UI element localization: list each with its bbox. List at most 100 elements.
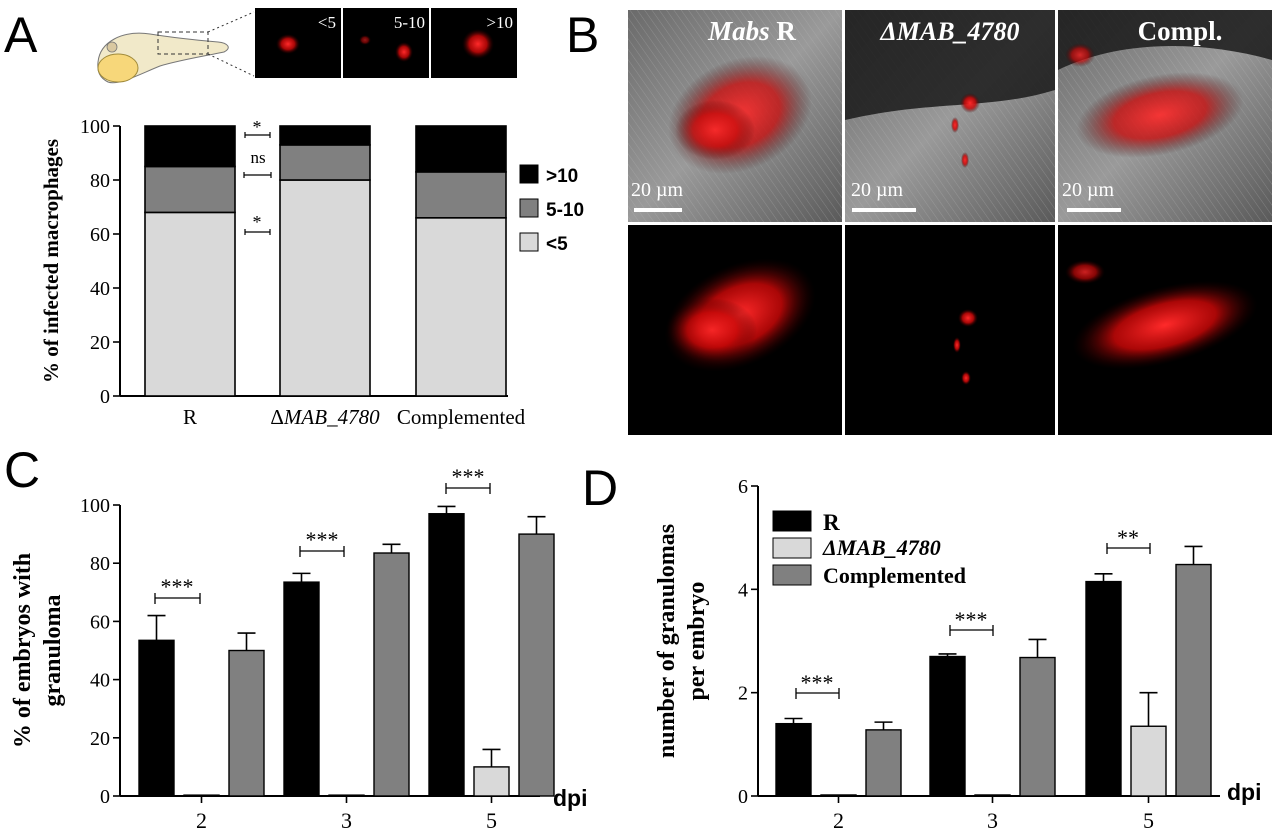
sig-a-1: * bbox=[253, 117, 262, 137]
scale-bar-label-1: 20 µm bbox=[631, 179, 684, 201]
zebrafish-embryo-illustration bbox=[97, 11, 255, 84]
chart-a-xtick-label-mab-4780: ΔMAB_4780 bbox=[270, 405, 380, 429]
chart-a-ytick-label-100: 100 bbox=[80, 116, 110, 138]
microscopy-bottom-row bbox=[628, 225, 1272, 435]
sig-d-1: *** bbox=[801, 670, 834, 695]
chart-d-bar-2-complemented bbox=[865, 729, 902, 797]
inset-label-gt10: >10 bbox=[486, 13, 513, 32]
chart-d-ytick-label-6: 6 bbox=[738, 476, 748, 498]
chart-d-bar-5-r bbox=[1085, 580, 1122, 797]
chart-a-bar-mab-4780-5 bbox=[279, 179, 371, 397]
scale-bar-label-2: 20 µm bbox=[851, 179, 904, 201]
chart-c-bar-3-mab-4780 bbox=[328, 794, 365, 797]
chart-d-bar-2-mab-4780 bbox=[820, 794, 857, 797]
chart-c-bar-3-r bbox=[283, 581, 320, 797]
col-title-compl: Compl. bbox=[1138, 16, 1223, 46]
chart-a-bar-r-5 bbox=[144, 211, 236, 397]
chart-d-bar-2-r bbox=[775, 722, 812, 797]
legend-a: >10 5-10 <5 bbox=[519, 164, 584, 255]
chart-c-xtick-label-3: 3 bbox=[341, 808, 352, 833]
chart-a-ytick-label-80: 80 bbox=[90, 170, 110, 192]
sig-a-2: ns bbox=[250, 148, 265, 167]
chart-c-bar-2-complemented bbox=[228, 649, 265, 797]
chart-d-bar-3-mab-4780 bbox=[974, 794, 1011, 797]
chart-c-xtick-label-2: 2 bbox=[196, 808, 207, 833]
panel-b-letter: B bbox=[566, 7, 599, 63]
sig-d-2: *** bbox=[955, 607, 988, 632]
chart-d-bar-3-complemented bbox=[1019, 656, 1056, 797]
chart-a-ytick-label-60: 60 bbox=[90, 224, 110, 246]
legend-a-swatch-gt10 bbox=[519, 164, 539, 184]
chart-d-y-axis-label: number of granulomas per embryo bbox=[654, 524, 710, 758]
chart-c-ytick-label-80: 80 bbox=[90, 553, 110, 575]
scale-bar-1 bbox=[634, 208, 682, 212]
chart-d-ytick-label-4: 4 bbox=[738, 579, 748, 601]
legend-d: R ΔMAB_4780 Complemented bbox=[772, 510, 966, 588]
chart-a-ytick-label-20: 20 bbox=[90, 332, 110, 354]
chart-d-xtick-label-5: 5 bbox=[1143, 808, 1154, 833]
chart-c-ytick-label-0: 0 bbox=[100, 786, 110, 808]
legend-d-swatch-compl bbox=[772, 564, 812, 586]
sig-c-2: *** bbox=[306, 527, 339, 552]
chart-c-bar-2-r bbox=[138, 639, 175, 797]
chart-d-xtick-label-2: 2 bbox=[833, 808, 844, 833]
inset-images: <5 5-10 >10 bbox=[255, 8, 517, 78]
chart-c-bar-5-r bbox=[428, 513, 465, 797]
panel-d-dpi-label: dpi bbox=[1227, 779, 1262, 805]
legend-d-swatch-r bbox=[772, 510, 812, 532]
chart-a-bar-r-10 bbox=[144, 125, 236, 168]
panel-b: B Mabs R ΔMAB_4780 Compl. bbox=[566, 7, 1273, 437]
chart-c-bar-3-complemented bbox=[373, 552, 410, 797]
chart-a-ytick-label-0: 0 bbox=[100, 386, 110, 408]
scale-bar-3 bbox=[1067, 208, 1121, 212]
sig-c-1: *** bbox=[161, 574, 194, 599]
chart-a: 0 20 40 60 80 100 % of infected macrophages R ΔM… bbox=[39, 116, 526, 429]
legend-a-swatch-5-10 bbox=[519, 198, 539, 218]
significance-c: *** *** *** bbox=[154, 464, 491, 604]
panel-d-letter: D bbox=[582, 460, 618, 516]
significance-d: *** *** ** bbox=[795, 525, 1151, 699]
chart-c-bar-5-complemented bbox=[518, 533, 555, 797]
scale-bar-label-3: 20 µm bbox=[1062, 179, 1115, 201]
chart-c-y-axis-label: % of embryos with granuloma bbox=[10, 553, 66, 748]
chart-a-bar-mab-4780-5-10 bbox=[279, 144, 371, 181]
chart-c-ytick-label-100: 100 bbox=[80, 495, 110, 517]
legend-a-label-5-10: 5-10 bbox=[546, 200, 584, 221]
chart-c-xtick-label-5: 5 bbox=[486, 808, 497, 833]
panel-a: A <5 5-10 >10 0 20 40 60 80 100 % of infected … bbox=[4, 7, 584, 429]
chart-c-bar-5-mab-4780 bbox=[473, 766, 510, 797]
chart-a-y-axis-label: % of infected macrophages bbox=[39, 139, 63, 383]
chart-d-xtick-label-3: 3 bbox=[987, 808, 998, 833]
chart-d: 0 2 4 6 number of granulomas per embryo 2 3 5 bbox=[654, 476, 1220, 833]
chart-a-xtick-label-r: R bbox=[183, 405, 197, 429]
panel-a-letter: A bbox=[4, 7, 38, 63]
legend-a-label-gt10: >10 bbox=[546, 166, 578, 187]
sig-d-3: ** bbox=[1117, 525, 1139, 550]
chart-c-bar-2-mab-4780 bbox=[183, 794, 220, 797]
sig-a-3: * bbox=[253, 212, 262, 232]
chart-a-xtick-label-complemented: Complemented bbox=[397, 405, 526, 429]
chart-d-bar-3-r bbox=[929, 655, 966, 797]
legend-d-swatch-delta bbox=[772, 537, 812, 559]
scale-bar-2 bbox=[852, 208, 916, 212]
chart-a-bar-complemented-5 bbox=[415, 217, 507, 397]
inset-label-5-10: 5-10 bbox=[394, 13, 425, 32]
chart-c-ytick-label-60: 60 bbox=[90, 611, 110, 633]
col-title-mabs-r: Mabs R bbox=[707, 16, 796, 46]
panel-c: C 0 20 40 60 80 100 % of embryos with granuloma… bbox=[4, 442, 588, 833]
chart-d-ytick-label-0: 0 bbox=[738, 786, 748, 808]
sig-c-3: *** bbox=[452, 464, 485, 489]
chart-c: 0 20 40 60 80 100 % of embryos with granuloma 2 3… bbox=[10, 495, 555, 833]
chart-a-ytick-label-40: 40 bbox=[90, 278, 110, 300]
chart-d-ytick-label-2: 2 bbox=[738, 683, 748, 705]
legend-a-swatch-lt5 bbox=[519, 232, 539, 252]
chart-a-bar-complemented-5-10 bbox=[415, 171, 507, 219]
col-title-delta-mab: ΔMAB_4780 bbox=[879, 17, 1019, 46]
inset-label-lt5: <5 bbox=[318, 13, 336, 32]
panel-c-dpi-label: dpi bbox=[553, 785, 588, 811]
chart-d-bar-5-mab-4780 bbox=[1130, 725, 1167, 797]
chart-c-ytick-label-40: 40 bbox=[90, 670, 110, 692]
chart-a-bar-r-5-10 bbox=[144, 165, 236, 214]
